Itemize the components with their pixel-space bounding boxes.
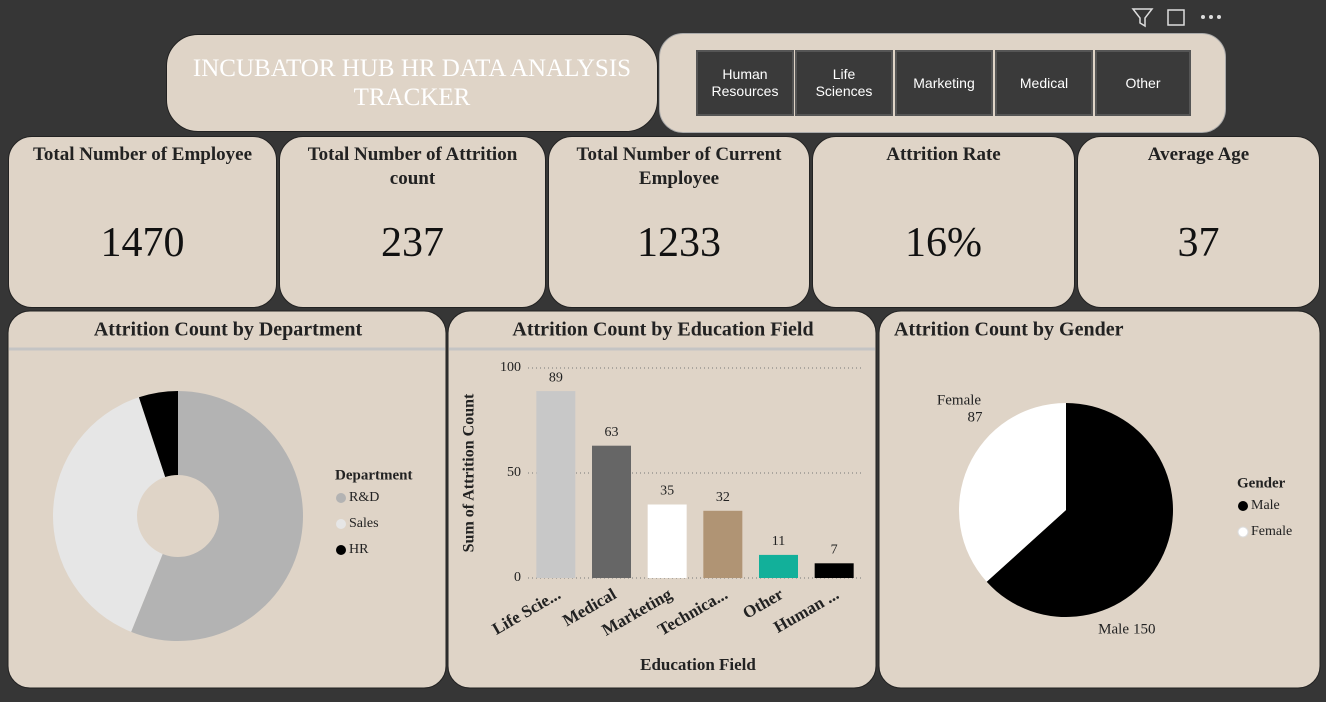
kpi-label: Total Number of Current Employee [576,144,782,189]
data-label: 11 [772,534,785,549]
x-axis-title: Education Field [640,655,756,674]
slicer-button[interactable]: Medical [995,50,1093,116]
data-label-category: Female [937,392,981,408]
legend-marker [1238,501,1248,511]
legend-label: Sales [349,516,379,531]
kpi-card: Total Number of Attrition count 237 [279,136,546,308]
kpi-value: 1233 [637,220,721,266]
focus-icon[interactable] [1167,9,1185,26]
kpi-value: 237 [381,220,444,266]
y-tick-label: 100 [500,360,521,375]
data-label: 7 [831,543,838,558]
dashboard-title: INCUBATOR HUB HR DATA ANALYSIS TRACKER [166,34,658,132]
legend-marker [336,493,346,503]
bar [703,510,743,578]
kpi-value: 1470 [100,220,185,266]
chart-title: Attrition Count by Education Field [512,319,813,341]
y-tick-label: 0 [514,570,521,585]
kpi-value: 16% [905,220,982,266]
legend-marker [336,519,346,529]
data-label: 150 [1133,621,1156,637]
slicer-button[interactable]: Marketing [895,50,993,116]
pie-slice [131,391,304,641]
bar [759,554,798,578]
legend-label: HR [349,542,369,557]
legend-title: Department [335,467,412,483]
bar [536,391,576,578]
slicer-button[interactable]: Life Sciences [795,50,893,116]
chart-title: Attrition Count by Gender [894,319,1124,341]
data-label: 35 [660,484,674,499]
legend-title: Gender [1237,475,1286,491]
data-label-category: Male [1098,621,1129,637]
pie-slice [53,397,166,632]
kpi-value: 37 [1177,220,1220,266]
data-label: 32 [716,490,730,505]
pie-slice [986,403,1173,617]
kpi-card: Attrition Rate 16% [812,136,1075,308]
pie-slice [138,391,178,478]
legend-label: Female [1251,524,1292,539]
legend-label: Male [1251,498,1280,513]
pie-slice [958,403,1066,582]
filter-icon[interactable] [1131,8,1154,28]
y-axis-title: Sum of Attrition Count [461,393,478,552]
legend-marker [336,545,346,555]
data-label: 87 [968,409,984,425]
chart-title: Attrition Count by Department [94,319,363,341]
legend-label: R&D [349,490,379,505]
kpi-label: Total Number of Attrition count [307,144,518,189]
y-tick-label: 50 [507,465,521,480]
bar [647,504,687,578]
kpi-label: Total Number of Employee [32,144,253,165]
kpi-card: Total Number of Employee 1470 [8,136,277,308]
legend-marker [1237,526,1249,538]
bar [814,563,854,578]
slicer: Human Resources Life Sciences Marketing Med… [659,33,1226,133]
kpi-card: Average Age 37 [1077,136,1320,308]
bar [592,445,631,578]
kpi-label: Average Age [1147,144,1250,165]
kpi-card: Total Number of Current Employee 1233 [548,136,810,308]
toolbar-icons [1131,8,1221,28]
kpi-label: Attrition Rate [886,144,1001,165]
slicer-button[interactable]: Other [1095,50,1191,116]
data-label: 89 [549,370,563,385]
more-icon[interactable] [1201,15,1221,19]
data-label: 63 [605,425,619,440]
slicer-button[interactable]: Human Resources [696,50,794,116]
